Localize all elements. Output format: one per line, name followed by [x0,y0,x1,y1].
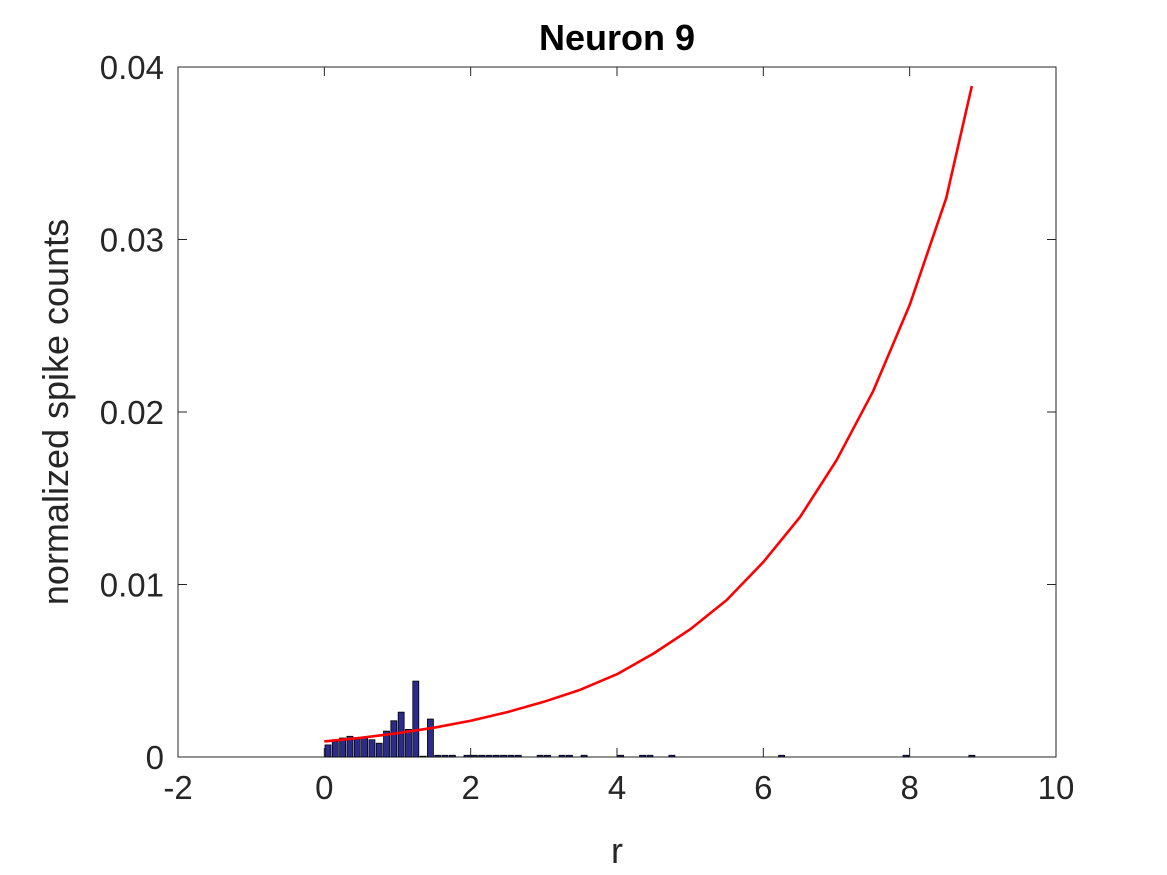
histogram-bar [412,680,420,758]
histogram-bar [353,737,361,758]
histogram-bar [324,744,332,758]
y-tick-label: 0.01 [100,567,164,604]
y-axis-label: normalized spike counts [35,219,76,605]
histogram-bar [536,754,544,758]
histogram-bar [375,742,383,758]
histogram-bar [668,754,676,758]
histogram-bar [361,737,368,758]
histogram-bar [463,754,471,758]
histogram-bar [448,754,456,758]
chart-title: Neuron 9 [539,17,695,58]
histogram-bar [617,754,625,758]
histogram-bar [580,754,588,758]
histogram-bar [434,754,442,758]
histogram-bar [419,755,427,758]
y-tick-label: 0.03 [100,222,164,259]
histogram-bar [514,754,522,758]
histogram-bar [441,754,449,758]
fit-curve-line [324,85,974,743]
y-tick-label: 0.04 [100,49,164,86]
histogram-bar [558,754,566,758]
x-tick-label: 10 [1038,769,1075,806]
histogram-bar [485,754,493,758]
histogram-bar [331,741,339,758]
x-tick-label: 4 [608,769,626,806]
histogram-bar [390,720,398,758]
x-tick-label: 6 [754,769,772,806]
histogram-bar [397,711,405,758]
x-tick-label: -2 [163,769,192,806]
x-tick-label: 8 [900,769,918,806]
histogram-bar [470,754,478,758]
y-tick-label: 0.02 [100,394,164,431]
histogram-bar [778,754,786,758]
histogram-bar [646,754,654,758]
histogram-bar [478,754,486,758]
x-tick-label: 2 [461,769,479,806]
histogram-bar [639,754,647,758]
x-axis-label: r [611,830,623,871]
histogram-bar [383,730,390,758]
x-tick-label: 0 [315,769,333,806]
histogram-bar [500,754,507,758]
histogram-bar [368,739,376,758]
histogram-bar [346,735,354,758]
histogram-bar [427,718,434,758]
histogram-bar [968,754,976,758]
histogram-bar [339,737,347,758]
histogram-bar [902,754,910,758]
plot-area [177,66,1057,758]
histogram-bar [566,754,573,758]
histogram-bar [507,754,515,758]
y-tick-label: 0 [146,739,164,776]
histogram-bar [405,729,412,758]
histogram-bar [544,754,551,758]
histogram-bar [492,754,500,758]
